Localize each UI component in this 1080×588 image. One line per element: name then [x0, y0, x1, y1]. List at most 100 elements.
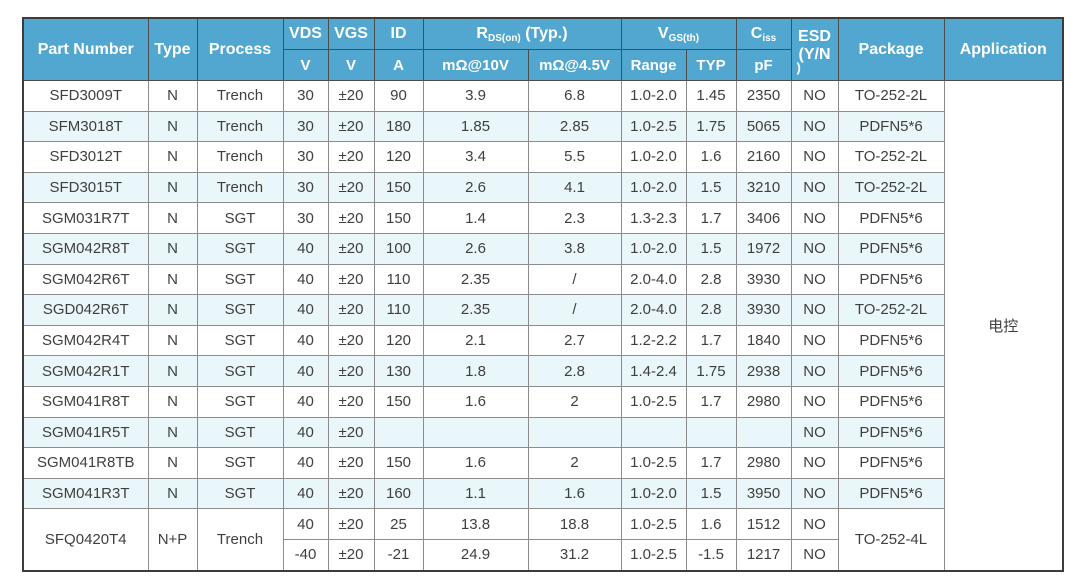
- ciss-cell: 1512: [735, 508, 792, 540]
- vds-cell: 40: [282, 508, 329, 540]
- rds45-cell: /: [527, 263, 622, 296]
- rds10-cell: 24.9: [422, 538, 529, 572]
- type-cell: N: [147, 171, 198, 204]
- ciss-label-main: C: [750, 25, 763, 42]
- process-cell: SGT: [196, 294, 284, 326]
- typ-cell: 1.6: [685, 141, 737, 173]
- esd-cell: NO: [790, 538, 839, 572]
- esd-cell: NO: [790, 171, 839, 204]
- vgs-cell: ±20: [327, 294, 375, 326]
- typ-cell: 1.7: [685, 324, 737, 357]
- part-cell: SFD3015T: [22, 171, 149, 204]
- ciss-cell: 2938: [735, 355, 792, 387]
- process-cell: SGT: [196, 385, 284, 418]
- rds45-cell: /: [527, 294, 622, 326]
- rds45-cell: 2.8: [527, 355, 622, 387]
- app-cell: 电控: [943, 80, 1064, 571]
- esd-label-line2: (Y/N: [798, 45, 831, 63]
- rds10-cell: 1.8: [422, 355, 529, 387]
- typ-cell: 1.7: [685, 202, 737, 234]
- rds10-cell: 3.9: [422, 80, 529, 112]
- rds45-cell: 2.7: [527, 324, 622, 357]
- type-cell: N+P: [147, 508, 198, 571]
- id-cell: 150: [373, 385, 424, 418]
- rds45-cell: 2.85: [527, 110, 622, 143]
- rds10-cell: 2.1: [422, 324, 529, 357]
- vgsth-label-main: V: [657, 25, 669, 42]
- vgs-cell: ±20: [327, 80, 375, 112]
- rds45-cell: [527, 416, 622, 449]
- vgs-cell: ±20: [327, 324, 375, 357]
- table-row: SGM042R6T N SGT 40 ±20 110 2.35/2.0-4.0 2.8 3930…: [22, 263, 1063, 296]
- range-cell: 1.4-2.4: [620, 355, 687, 387]
- typ-cell: 1.6: [685, 508, 737, 540]
- table-row: SGM042R4T N SGT 40 ±20 120 2.1 2.7 1.2-2.2 1.7 184…: [22, 324, 1063, 357]
- range-cell: 1.0-2.0: [620, 477, 687, 510]
- vds-cell: -40: [282, 538, 329, 572]
- id-cell: 120: [373, 324, 424, 357]
- vgs-cell: ±20: [327, 202, 375, 234]
- range-cell: 2.0-4.0: [620, 294, 687, 326]
- esd-label-line3: ): [796, 59, 801, 75]
- vds-cell: 40: [282, 263, 329, 296]
- pkg-cell: PDFN5*6: [837, 263, 945, 296]
- esd-cell: NO: [790, 385, 839, 418]
- typ-cell: 1.7: [685, 385, 737, 418]
- pkg-cell: TO-252-4L: [837, 508, 945, 571]
- table-row: SGM041R8TB N SGT 40 ±20 150 1.6 2 1.0-2.5 1.7 2980…: [22, 447, 1063, 479]
- id-cell: 90: [373, 80, 424, 112]
- process-cell: SGT: [196, 324, 284, 357]
- part-cell: SGM042R6T: [22, 263, 149, 296]
- range-cell: 1.0-2.0: [620, 80, 687, 112]
- vds-cell: 30: [282, 80, 329, 112]
- table-row: SGM041R5T N SGT 40 ±20 NO PDFN5*6: [22, 416, 1063, 449]
- process-cell: SGT: [196, 202, 284, 234]
- rdson-label-sub: DS(on): [487, 33, 521, 44]
- typ-cell: -1.5: [685, 538, 737, 572]
- table-row: SGM031R7T N SGT 30 ±20 150 1.4 2.3 1.3-2.3 1.7 340…: [22, 202, 1063, 234]
- vds-cell: 40: [282, 477, 329, 510]
- range-cell: 1.0-2.0: [620, 171, 687, 204]
- id-cell: 150: [373, 447, 424, 479]
- id-cell: -21: [373, 538, 424, 572]
- ciss-cell: 1972: [735, 232, 792, 265]
- ciss-cell: 2980: [735, 385, 792, 418]
- range-cell: 1.0-2.0: [620, 232, 687, 265]
- col-header-part-number: Part Number: [22, 17, 149, 81]
- rds10-cell: 1.6: [422, 447, 529, 479]
- esd-cell: NO: [790, 355, 839, 387]
- table-row: SFM3018T N Trench 30 ±20 180 1.85 2.85 1.0-2.5 1.…: [22, 110, 1063, 143]
- rds45-cell: 1.6: [527, 477, 622, 510]
- rds45-cell: 3.8: [527, 232, 622, 265]
- range-cell: 1.0-2.5: [620, 447, 687, 479]
- process-cell: SGT: [196, 263, 284, 296]
- pkg-cell: TO-252-2L: [837, 80, 945, 112]
- table-row: SGD042R6T N SGT 40 ±20 110 2.35/2.0-4.0 2.8 3930…: [22, 294, 1063, 326]
- pkg-cell: PDFN5*6: [837, 110, 945, 143]
- vgsth-label-sub: GS(th): [668, 33, 700, 44]
- table-body: SFD3009T N Trench 30 ±20 90 3.9 6.8 1.0-2.0 1.45 2…: [22, 80, 1064, 572]
- pkg-cell: TO-252-2L: [837, 141, 945, 173]
- vgs-cell: ±20: [327, 141, 375, 173]
- esd-cell: NO: [790, 508, 839, 540]
- id-cell: 160: [373, 477, 424, 510]
- rds45-cell: 2: [527, 385, 622, 418]
- esd-cell: NO: [790, 477, 839, 510]
- process-cell: SGT: [196, 416, 284, 449]
- pkg-cell: PDFN5*6: [837, 447, 945, 479]
- rds10-cell: 2.6: [422, 171, 529, 204]
- col-header-vds-unit: V: [282, 49, 329, 81]
- col-header-vds: VDS: [282, 17, 329, 50]
- pkg-cell: TO-252-2L: [837, 171, 945, 204]
- esd-cell: NO: [790, 263, 839, 296]
- esd-cell: NO: [790, 141, 839, 173]
- esd-cell: NO: [790, 416, 839, 449]
- pkg-cell: PDFN5*6: [837, 385, 945, 418]
- rds45-cell: 31.2: [527, 538, 622, 572]
- ciss-cell: 5065: [735, 110, 792, 143]
- typ-cell: 1.5: [685, 171, 737, 204]
- process-cell: Trench: [196, 110, 284, 143]
- col-header-type: Type: [147, 17, 198, 81]
- typ-cell: 1.75: [685, 355, 737, 387]
- id-cell: 100: [373, 232, 424, 265]
